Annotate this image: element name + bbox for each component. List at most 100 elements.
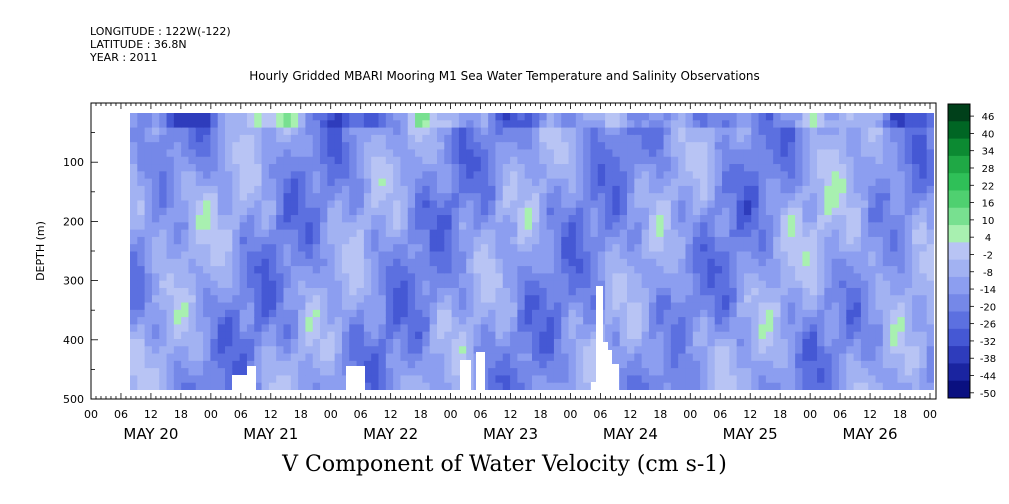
- heatmap-cell: [575, 215, 584, 223]
- heatmap-cell: [568, 375, 577, 384]
- heatmap-cell: [210, 258, 219, 267]
- heatmap-cell: [254, 382, 263, 390]
- heatmap-cell: [919, 324, 928, 333]
- heatmap-cell: [466, 295, 475, 304]
- heatmap-cell: [926, 127, 934, 136]
- heatmap-cell: [203, 236, 211, 245]
- heatmap-cell: [341, 324, 350, 333]
- heatmap-cell: [283, 236, 292, 245]
- heatmap-cell: [436, 244, 445, 253]
- heatmap-cell: [890, 171, 899, 180]
- heatmap-cell: [444, 236, 453, 245]
- heatmap-cell: [583, 353, 592, 362]
- heatmap-cell: [758, 164, 767, 172]
- heatmap-cell: [700, 266, 709, 274]
- heatmap-cell: [853, 353, 862, 362]
- heatmap-cell: [356, 178, 365, 187]
- heatmap-cell: [166, 164, 175, 172]
- heatmap-cell: [232, 215, 241, 223]
- data-gap: [608, 350, 612, 390]
- heatmap-cell: [868, 302, 877, 311]
- heatmap-cell: [159, 338, 168, 347]
- heatmap-cell: [246, 317, 255, 325]
- heatmap-cell: [203, 222, 211, 231]
- heatmap-cell: [700, 251, 709, 260]
- heatmap-cell: [473, 251, 482, 260]
- heatmap-cell: [736, 368, 745, 377]
- heatmap-cell: [539, 134, 548, 143]
- heatmap-cell: [181, 164, 190, 172]
- heatmap-cell: [225, 295, 233, 304]
- heatmap-cell: [436, 346, 445, 355]
- heatmap-cell: [458, 287, 467, 296]
- heatmap-cell: [385, 266, 394, 274]
- heatmap-cell: [298, 295, 307, 304]
- heatmap-cell: [225, 200, 233, 209]
- heatmap-cell: [232, 360, 241, 369]
- heatmap-cell: [473, 280, 482, 289]
- heatmap-cell: [612, 142, 621, 151]
- heatmap-cell: [181, 215, 190, 223]
- heatmap-cell: [363, 142, 372, 151]
- heatmap-cell: [838, 244, 847, 253]
- heatmap-cell: [203, 171, 211, 180]
- heatmap-cell: [904, 331, 913, 340]
- heatmap-cell: [488, 134, 497, 143]
- heatmap-cell: [451, 280, 460, 289]
- heatmap-cell: [773, 171, 782, 180]
- heatmap-cell: [458, 317, 467, 325]
- heatmap-cell: [371, 193, 380, 202]
- heatmap-cell: [393, 368, 402, 377]
- heatmap-cell: [159, 185, 168, 194]
- heatmap-cell: [480, 164, 489, 172]
- heatmap-cell: [707, 229, 716, 238]
- heatmap-cell: [707, 324, 716, 333]
- heatmap-cell: [400, 251, 409, 260]
- heatmap-cell: [327, 120, 336, 129]
- heatmap-cell: [283, 331, 292, 340]
- heatmap-cell: [400, 185, 409, 194]
- heatmap-cell: [254, 156, 263, 165]
- heatmap-cell: [151, 207, 160, 216]
- heatmap-cell: [561, 353, 570, 362]
- heatmap-cell: [692, 331, 701, 340]
- heatmap-cell: [378, 375, 387, 384]
- heatmap-cell: [320, 222, 328, 231]
- heatmap-cell: [159, 236, 168, 245]
- heatmap-cell: [743, 375, 752, 384]
- heatmap-cell: [824, 200, 833, 209]
- heatmap-cell: [831, 200, 840, 209]
- heatmap-cell: [802, 353, 811, 362]
- heatmap-cell: [868, 353, 877, 362]
- heatmap-cell: [290, 244, 299, 253]
- heatmap-cell: [722, 375, 730, 384]
- heatmap-cell: [320, 113, 328, 121]
- heatmap-cell: [385, 185, 394, 194]
- heatmap-cell: [254, 273, 263, 282]
- heatmap-cell: [678, 200, 687, 209]
- heatmap-cell: [729, 120, 738, 129]
- heatmap-cell: [795, 273, 804, 282]
- heatmap-cell: [137, 280, 146, 289]
- heatmap-cell: [575, 113, 584, 121]
- heatmap-cell: [312, 287, 321, 296]
- heatmap-cell: [451, 266, 460, 274]
- heatmap-cell: [561, 134, 570, 143]
- heatmap-cell: [890, 331, 899, 340]
- heatmap-cell: [568, 382, 577, 390]
- heatmap-cell: [897, 222, 906, 231]
- heatmap-cell: [860, 266, 869, 274]
- heatmap-cell: [758, 222, 767, 231]
- heatmap-cell: [904, 360, 913, 369]
- heatmap-cell: [400, 229, 409, 238]
- heatmap-cell: [239, 236, 248, 245]
- heatmap-cell: [736, 302, 745, 311]
- heatmap-cell: [634, 134, 643, 143]
- heatmap-cell: [130, 324, 138, 333]
- heatmap-cell: [130, 331, 138, 340]
- heatmap-cell: [575, 127, 584, 136]
- heatmap-cell: [919, 178, 928, 187]
- heatmap-cell: [217, 273, 226, 282]
- heatmap-cell: [912, 156, 920, 165]
- heatmap-cell: [729, 375, 738, 384]
